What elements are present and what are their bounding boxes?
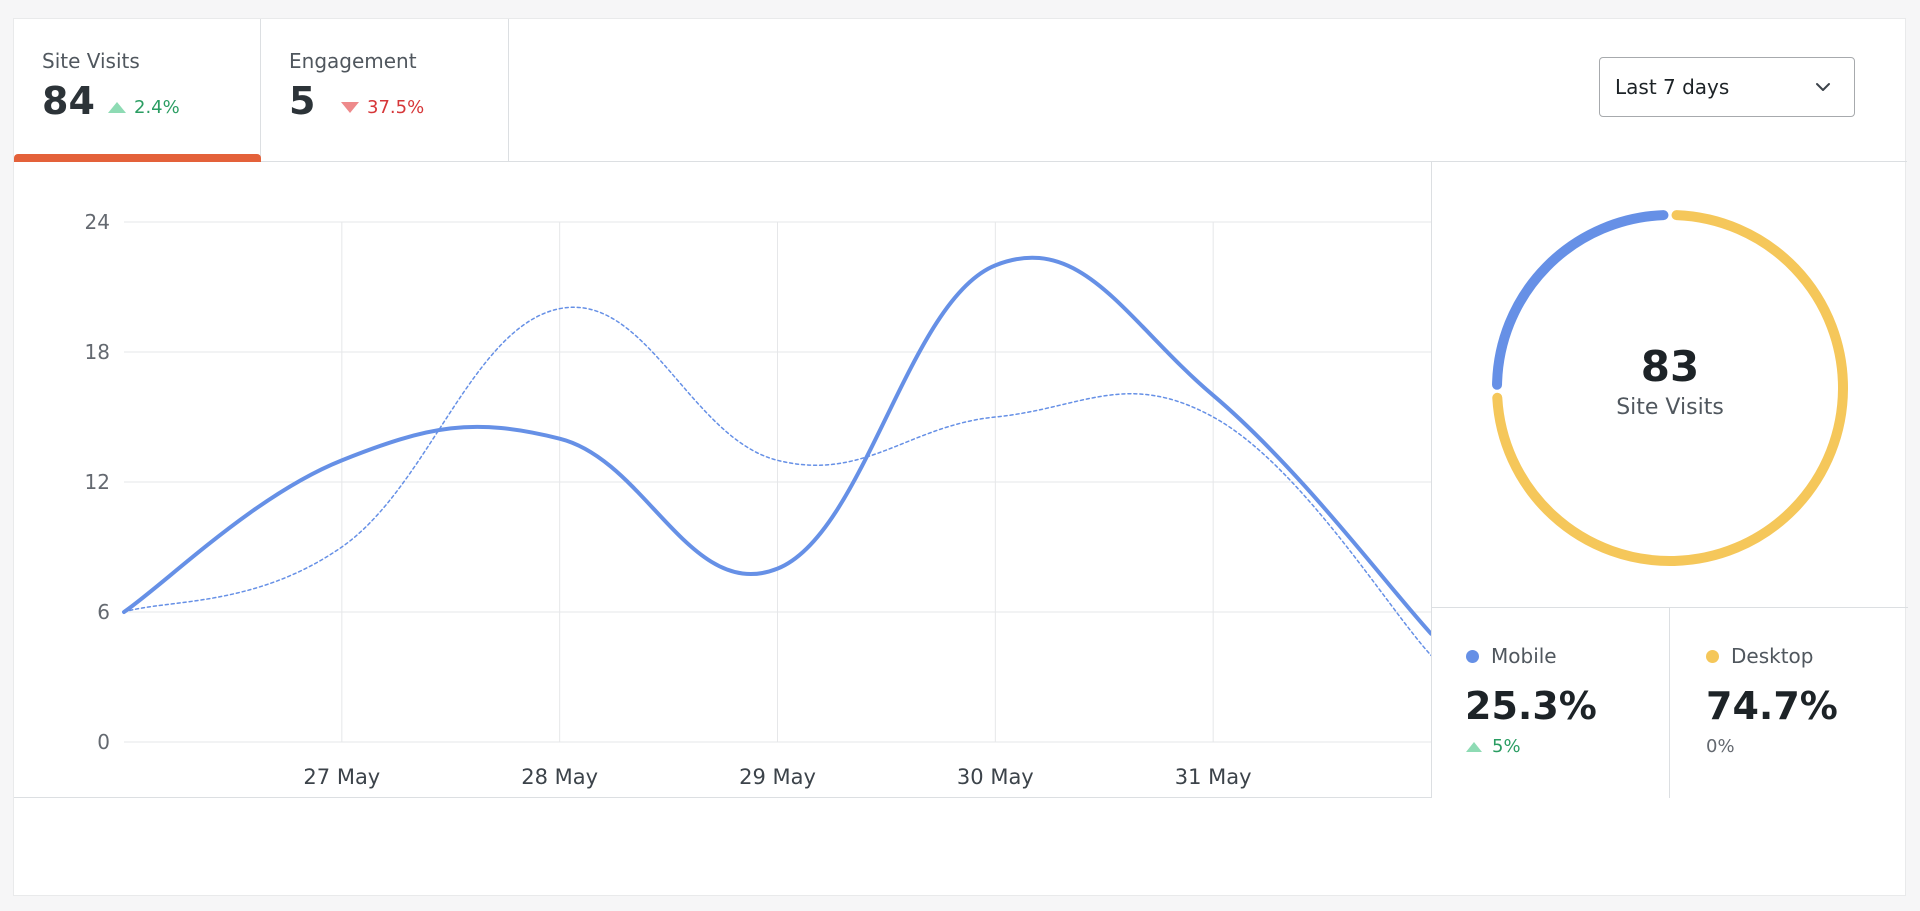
x-tick-label: 28 May <box>521 765 598 789</box>
tab-site-visits[interactable]: Site Visits 84 2.4% <box>14 19 261 162</box>
line-chart-svg: 0 6 12 18 24 27 May 28 May 29 May 30 May 31 May <box>85 210 1431 789</box>
stats-tabs: Site Visits 84 2.4% Engagement 5 37.5% L… <box>14 19 1907 162</box>
tab-site-visits-trend: 2.4% <box>108 97 180 118</box>
y-tick-label: 12 <box>85 470 110 494</box>
y-tick-label: 0 <box>97 730 110 754</box>
legend-mobile-head: Mobile <box>1466 644 1557 668</box>
stats-card: Site Visits 84 2.4% Engagement 5 37.5% L… <box>13 18 1908 896</box>
donut-segment-mobile <box>1492 210 1669 390</box>
tab-site-visits-value: 84 <box>42 79 95 123</box>
legend-mobile-label: Mobile <box>1491 644 1557 668</box>
donut-total-value: 83 <box>1640 342 1700 391</box>
legend-desktop-head: Desktop <box>1706 644 1813 668</box>
series-line-current <box>122 255 1431 636</box>
legend-desktop: Desktop 74.7% 0% <box>1670 608 1908 798</box>
tab-site-visits-label: Site Visits <box>42 49 140 73</box>
donut-chart: 83 Site Visits <box>1432 162 1908 608</box>
y-tick-label: 18 <box>85 340 110 364</box>
donut-segment-desktop <box>1492 210 1848 566</box>
y-tick-label: 6 <box>97 600 110 624</box>
date-range-select[interactable]: Last 7 days <box>1599 57 1855 117</box>
tab-engagement[interactable]: Engagement 5 37.5% <box>261 19 509 161</box>
series-line-previous <box>123 306 1431 657</box>
legend-mobile: Mobile 25.3% 5% <box>1432 608 1670 798</box>
legend-desktop-value: 74.7% <box>1706 684 1838 728</box>
trend-up-icon <box>108 102 126 113</box>
x-tick-label: 30 May <box>957 765 1034 789</box>
line-chart: 0 6 12 18 24 27 May 28 May 29 May 30 May 31 May <box>14 162 1431 798</box>
trend-down-icon <box>341 102 359 113</box>
desktop-dot-icon <box>1706 649 1719 663</box>
device-breakdown: 83 Site Visits Mobile 25.3% 5% Desktop 7… <box>1431 162 1908 798</box>
mobile-dot-icon <box>1466 649 1479 663</box>
legend-desktop-label: Desktop <box>1731 644 1814 668</box>
x-tick-label: 27 May <box>303 765 380 789</box>
donut-chart-svg <box>1492 210 1848 566</box>
donut-center: 83 Site Visits <box>1432 342 1908 420</box>
tab-site-visits-trend-value: 2.4% <box>134 97 180 118</box>
legend-desktop-trend-value: 0% <box>1706 736 1735 757</box>
selected-tab-indicator <box>14 154 261 162</box>
legend-mobile-value: 25.3% <box>1465 684 1597 728</box>
donut-total-label: Site Visits <box>1616 395 1724 420</box>
y-tick-label: 24 <box>85 210 110 234</box>
legend-mobile-trend-value: 5% <box>1492 736 1521 757</box>
tab-engagement-value: 5 <box>289 79 316 123</box>
trend-up-icon <box>1466 741 1482 752</box>
x-tick-label: 31 May <box>1175 765 1252 789</box>
x-tick-label: 29 May <box>739 765 816 789</box>
chevron-down-icon <box>1816 83 1830 91</box>
tab-engagement-trend-value: 37.5% <box>367 97 425 118</box>
legend-mobile-trend: 5% <box>1466 736 1521 757</box>
tab-engagement-label: Engagement <box>289 49 417 73</box>
date-range-value: Last 7 days <box>1615 75 1730 99</box>
tab-engagement-trend: 37.5% <box>341 97 424 118</box>
legend-desktop-trend: 0% <box>1706 736 1735 757</box>
